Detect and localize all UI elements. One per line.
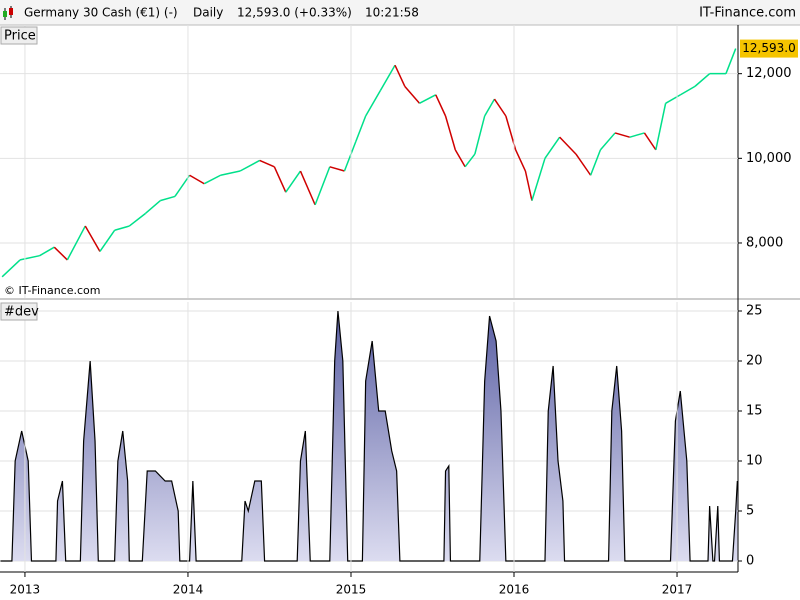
price-segment — [128, 212, 147, 227]
price-segment — [53, 246, 68, 261]
price-segment — [39, 246, 55, 257]
price-segment — [203, 174, 221, 185]
toolbar — [0, 0, 800, 25]
time: 10:21:58 — [365, 6, 419, 20]
price-segment — [355, 115, 367, 142]
price-segment — [514, 149, 527, 172]
price-segment — [493, 98, 507, 117]
price-segment — [655, 103, 667, 151]
price-segment — [299, 170, 316, 206]
price-segment — [99, 229, 116, 252]
toolbar-icon — [3, 6, 13, 20]
price-segment — [174, 174, 191, 197]
price-segment — [694, 73, 711, 87]
price-segment — [259, 159, 275, 168]
price-segment — [444, 115, 457, 151]
y-tick-label: 0 — [746, 554, 754, 569]
panel-label-box — [0, 26, 38, 45]
panel-label-box — [0, 302, 38, 321]
y-tick-label: 5 — [746, 504, 754, 519]
x-tick-label: 2015 — [336, 583, 367, 597]
y-tick-label: 12,000 — [746, 66, 792, 81]
price-segment — [145, 200, 161, 214]
y-tick-label: 8,000 — [746, 235, 783, 250]
price-segment — [419, 94, 437, 104]
x-tick-label: 2017 — [662, 583, 693, 597]
price-segment — [454, 149, 466, 168]
price-segment — [1, 259, 21, 278]
price-segment — [665, 94, 681, 104]
x-tick-label: 2016 — [499, 583, 530, 597]
panel-title: #dev — [4, 305, 39, 320]
price-segment — [273, 166, 287, 193]
price-segment — [629, 132, 645, 138]
price-segment — [575, 153, 592, 176]
price-segment — [394, 64, 406, 87]
price-segment — [84, 225, 101, 252]
price-segment — [614, 132, 630, 138]
x-tick-label: 2014 — [173, 583, 204, 597]
price-segment — [484, 98, 496, 117]
dev-line — [0, 310, 738, 562]
price-segment — [474, 115, 486, 155]
y-tick-label: 25 — [746, 304, 763, 319]
price-segment — [114, 225, 130, 231]
price-segment — [464, 153, 476, 168]
price-segment — [365, 90, 381, 117]
price-segment — [559, 136, 577, 155]
brand: IT-Finance.com — [699, 6, 796, 21]
price-segment — [66, 225, 86, 261]
price-segment — [589, 149, 602, 176]
price-segment — [314, 166, 331, 206]
price-segment — [435, 94, 447, 117]
quote: 12,593.0 (+0.33%) — [237, 6, 352, 20]
watermark: © IT-Finance.com — [4, 284, 101, 297]
y-tick-label: 10 — [746, 454, 763, 469]
price-segment — [19, 254, 40, 261]
price-segment — [679, 85, 696, 96]
price-segment — [160, 195, 176, 202]
instrument: Germany 30 Cash (€1) (-) — [24, 6, 178, 20]
x-tick-label: 2013 — [10, 583, 41, 597]
y-tick-label: 20 — [746, 354, 763, 369]
price-segment — [329, 166, 345, 172]
last-price-label: 12,593.0 — [742, 41, 795, 55]
price-segment — [599, 132, 616, 151]
last-price-box — [740, 39, 798, 58]
price-segment — [524, 170, 533, 201]
price-segment — [544, 136, 561, 159]
dev-area — [0, 311, 738, 561]
price-segment — [239, 159, 261, 172]
period: Daily — [193, 6, 223, 20]
price-segment — [379, 64, 396, 91]
price-segment — [643, 132, 657, 151]
price-segment — [343, 141, 357, 172]
price-segment — [531, 158, 546, 201]
price-segment — [725, 48, 737, 74]
panel-title: Price — [4, 29, 36, 44]
price-segment — [285, 170, 302, 193]
price-segment — [220, 170, 241, 176]
price-segment — [189, 174, 205, 185]
price-segment — [404, 85, 421, 104]
y-tick-label: 15 — [746, 404, 763, 419]
y-tick-label: 10,000 — [746, 151, 792, 166]
